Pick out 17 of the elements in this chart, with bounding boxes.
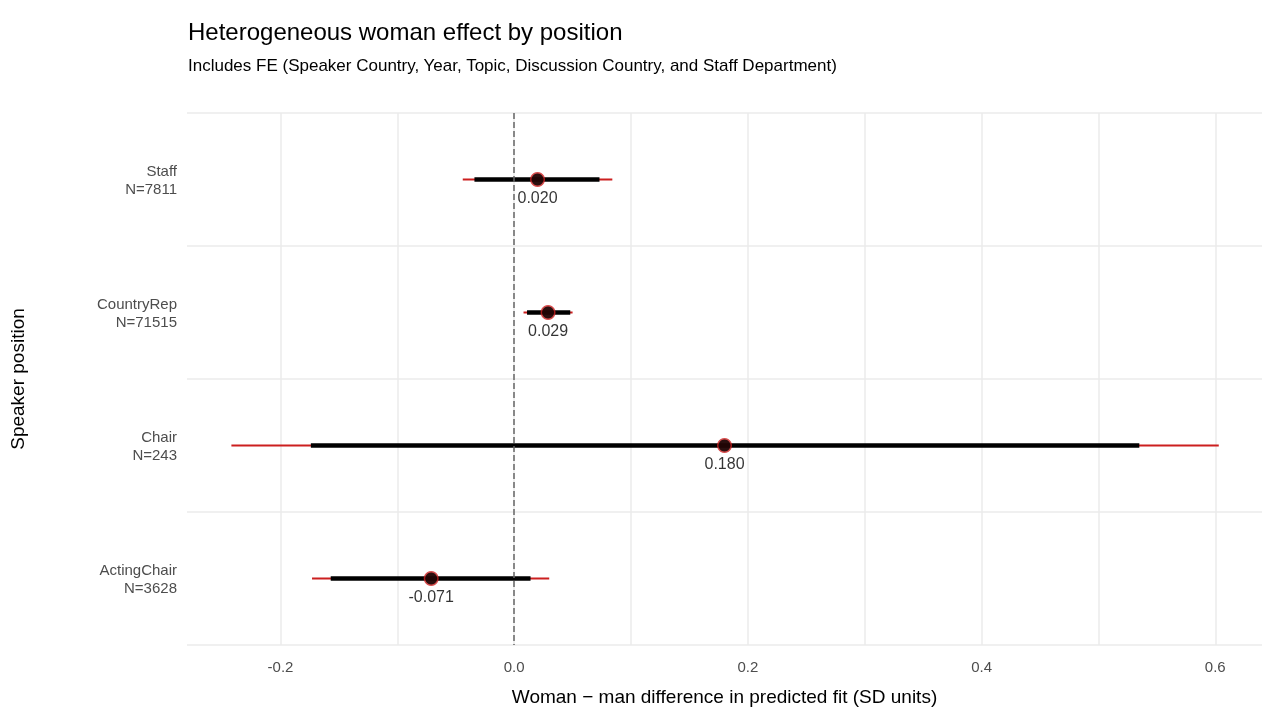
data-label: -0.071 xyxy=(408,588,454,605)
y-tick-label: Chair N=243 xyxy=(132,428,177,463)
chart-subtitle: Includes FE (Speaker Country, Year, Topic, Discussion Country, and Staff Department) xyxy=(188,56,837,75)
data-label: 0.020 xyxy=(517,189,558,206)
y-axis-title: Speaker position xyxy=(7,308,28,450)
x-axis-title: Woman − man difference in predicted fit (SD units) xyxy=(511,686,938,707)
chart-title: Heterogeneous woman effect by position xyxy=(188,17,623,45)
data-label: 0.180 xyxy=(704,455,745,472)
y-tick-label: CountryRep N=71515 xyxy=(96,295,177,330)
y-tick-label: ActingChair N=3628 xyxy=(99,561,177,596)
x-tick-label: 0.2 xyxy=(737,658,759,675)
x-tick-label: 0.4 xyxy=(971,658,992,675)
data-label: 0.029 xyxy=(528,322,569,339)
x-tick-label: 0.6 xyxy=(1204,658,1226,675)
x-tick-label: 0.0 xyxy=(503,658,525,675)
y-tick-label: Staff N=7811 xyxy=(125,162,178,197)
x-tick-label: -0.2 xyxy=(267,658,294,675)
